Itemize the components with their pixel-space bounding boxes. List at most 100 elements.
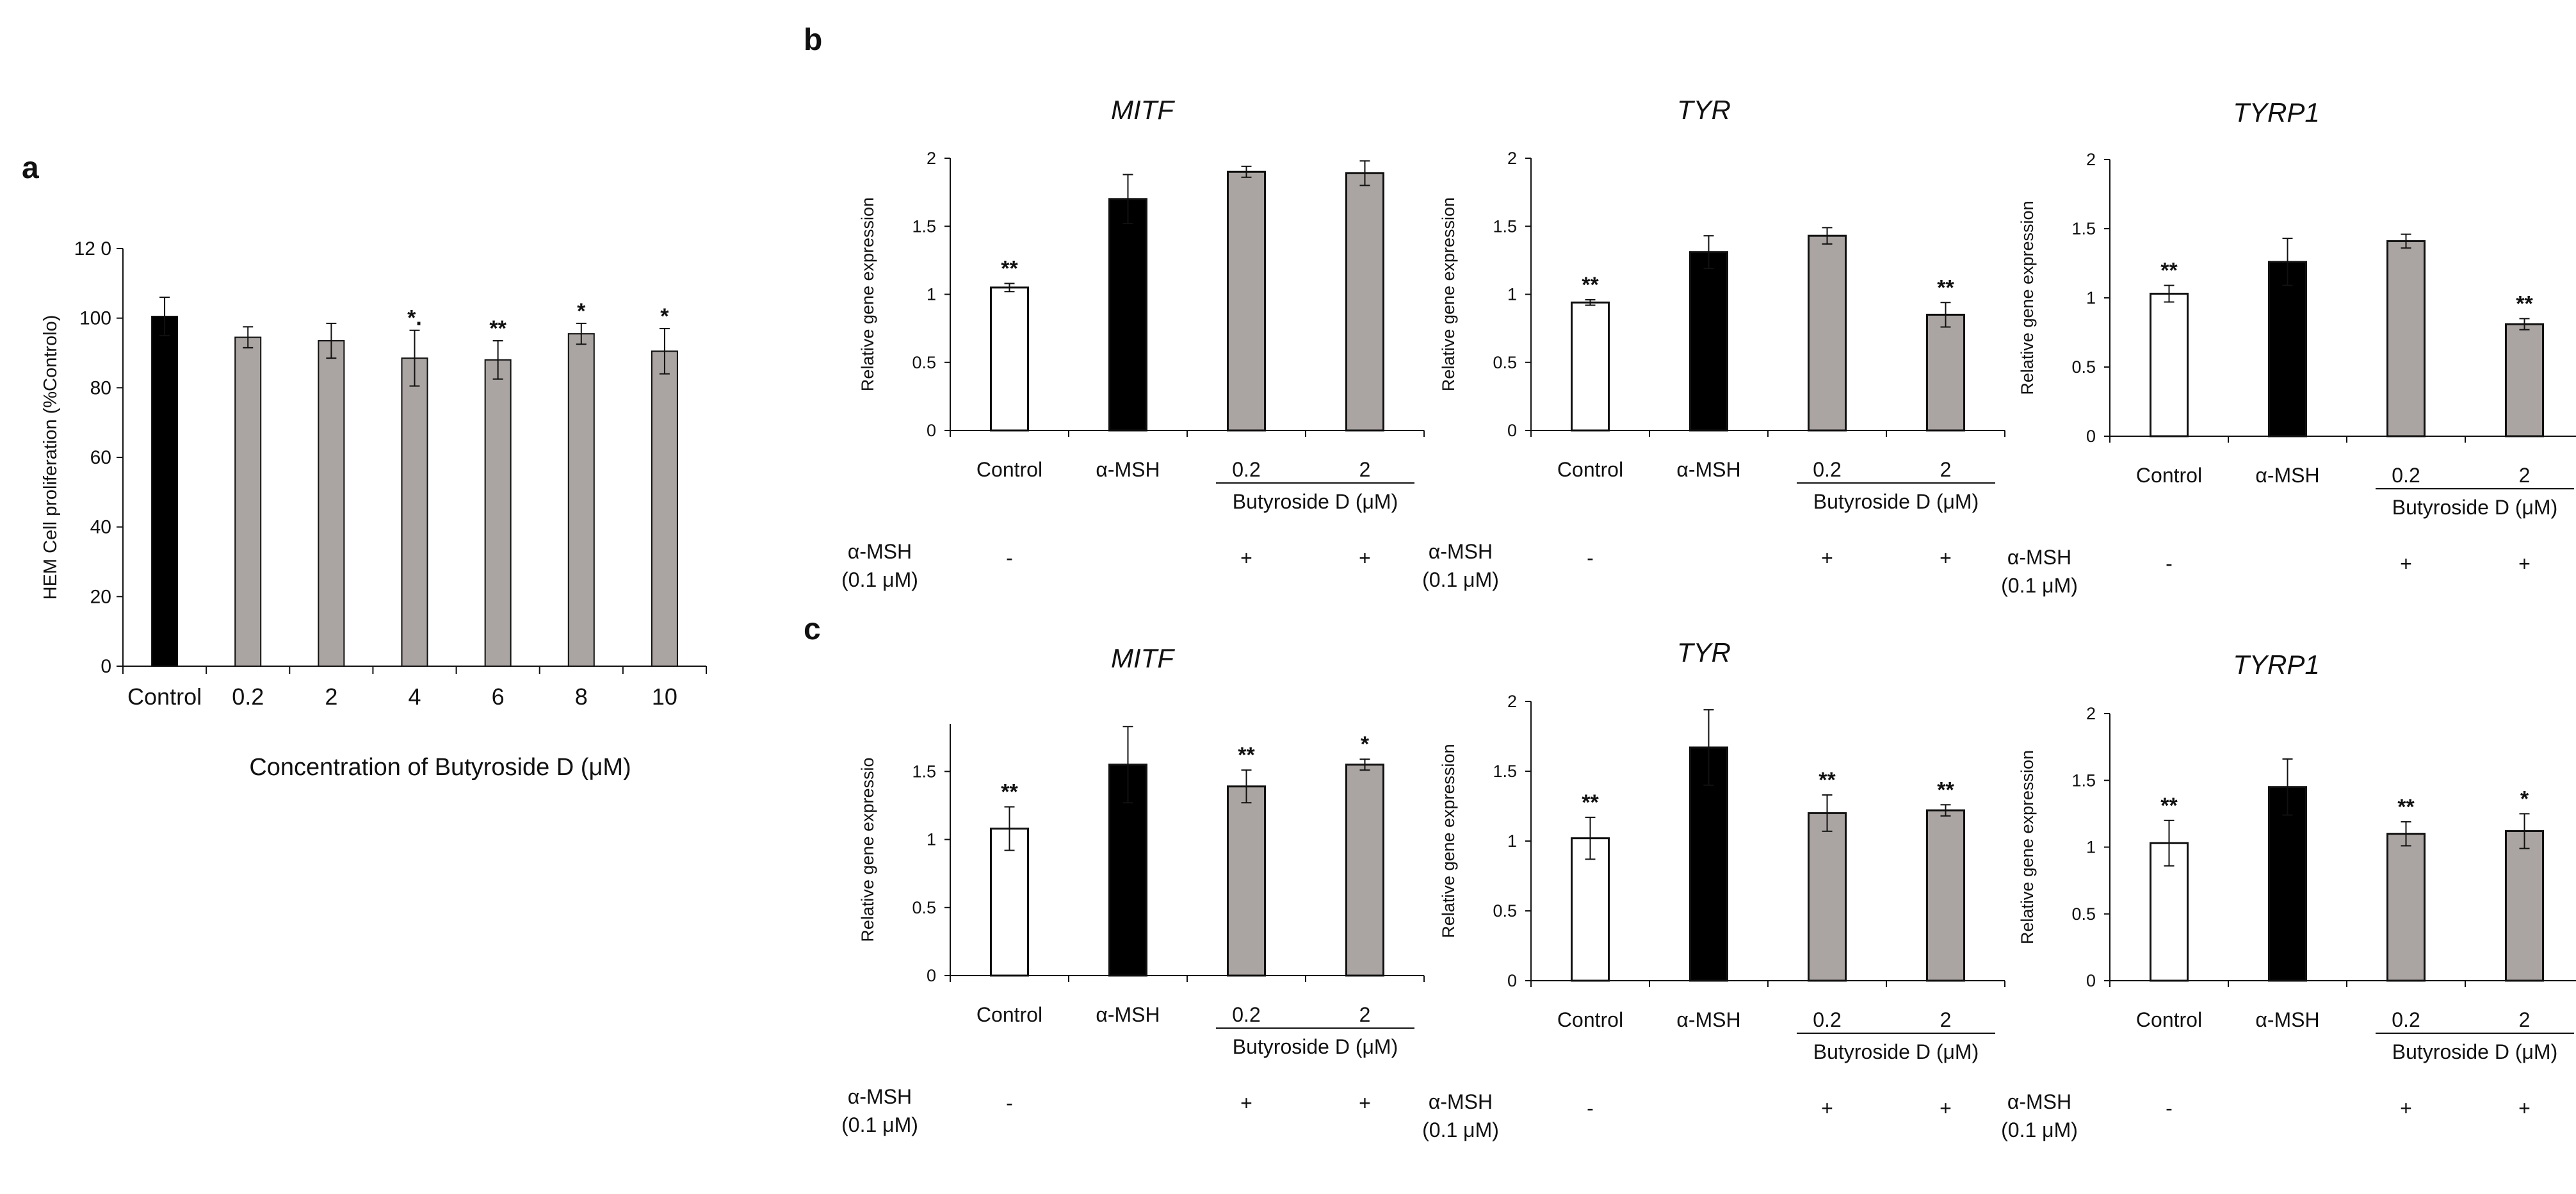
bar-2 (1345, 764, 1384, 977)
y-tick-label: 0.5 (2071, 357, 2096, 377)
bar-Control (1571, 301, 1610, 432)
category-label: 8 (575, 683, 588, 710)
y-tick-label: 20 (90, 586, 111, 607)
bar-6 (484, 359, 512, 667)
y-tick-label: 0 (1507, 421, 1517, 440)
y-tick-label: 0.5 (1493, 353, 1517, 372)
category-label: α-MSH (2255, 1008, 2319, 1031)
y-tick-label: 1.5 (2071, 219, 2096, 238)
bar-0.2 (1808, 234, 1847, 432)
category-label: 0.2 (2392, 1008, 2420, 1031)
category-label: Control (2136, 464, 2202, 487)
y-tick-label: 0 (1507, 971, 1517, 990)
chart-title: TYR (1677, 637, 1731, 667)
y-tick-label: 60 (90, 447, 111, 468)
bar-2 (1345, 172, 1384, 432)
y-tick-label: 100 (79, 308, 111, 329)
y-tick-label: 1 (927, 830, 936, 849)
y-axis-label: Relative gene expression (1439, 744, 1458, 938)
bar-Control (990, 286, 1029, 432)
significance-mark: *. (407, 306, 422, 331)
category-label: α-MSH (1096, 1003, 1160, 1026)
category-label: 6 (492, 683, 505, 710)
y-axis-label: HEM Cell proliferation (%Controlo) (40, 315, 61, 600)
significance-mark: * (660, 304, 669, 329)
y-tick-label: 1 (2086, 288, 2096, 307)
chart-b-tyr: TYR 0 0.5 1 1.5 2 ** Control - α-MSH 0.2 + ** 2 + Butyr… (1422, 95, 2005, 591)
bar-4 (401, 357, 428, 667)
significance-mark: ** (1001, 257, 1018, 281)
group-label: Butyroside D (μM) (1233, 490, 1398, 513)
y-tick-label: 0.5 (912, 353, 936, 372)
y-axis-label: Relative gene expression (2018, 750, 2037, 944)
category-label: 2 (325, 683, 337, 710)
y-axis-label: Relative gene expression (2018, 200, 2037, 395)
bar-2 (2505, 830, 2544, 982)
y-tick-label: 1 (1507, 285, 1517, 304)
treatment-mark: + (1940, 1097, 1952, 1120)
bar-0.2 (234, 336, 262, 667)
treatment-mark: + (1821, 1097, 1833, 1120)
treatment-mark: + (1821, 546, 1833, 569)
y-tick-label: 0 (927, 966, 936, 985)
significance-mark: ** (2160, 794, 2178, 818)
y-tick-label: 2 (2086, 150, 2096, 169)
treatment-mark: + (1240, 1092, 1252, 1115)
category-label: Control (976, 458, 1042, 481)
y-tick-label: 2 (1507, 692, 1517, 711)
category-label: 2 (1359, 1003, 1371, 1026)
y-tick-label: 0.5 (912, 898, 936, 917)
treatment-label: α-MSH (848, 540, 912, 563)
panel-label-b: b (804, 23, 822, 57)
category-label: Control (2136, 1008, 2202, 1031)
bar-0.2 (1227, 170, 1266, 432)
chart-title: MITF (1111, 95, 1175, 125)
bar-0.2 (2386, 240, 2426, 438)
category-label: 2 (2519, 1008, 2531, 1031)
treatment-label: (0.1 μM) (2001, 1118, 2078, 1141)
significance-mark: * (1361, 732, 1370, 756)
y-tick-label: 0 (2086, 971, 2096, 990)
bar-α-MSH (1689, 746, 1728, 982)
treatment-label: α-MSH (848, 1085, 912, 1108)
treatment-mark: + (1359, 1092, 1371, 1115)
y-tick-label: 2 (1507, 149, 1517, 168)
treatment-label: (0.1 μM) (2001, 574, 2078, 597)
y-tick-label: 1 (1507, 831, 1517, 851)
bar-α-MSH (2268, 261, 2307, 438)
category-label: α-MSH (1676, 458, 1740, 481)
treatment-label: (0.1 μM) (841, 1113, 918, 1136)
category-label: 0.2 (1232, 1003, 1260, 1026)
treatment-label: (0.1 μM) (1422, 568, 1499, 591)
treatment-mark: + (2400, 1097, 2412, 1120)
category-label: 2 (1359, 458, 1371, 481)
treatment-mark: - (2166, 1097, 2173, 1120)
y-tick-label: 0 (2086, 427, 2096, 446)
category-label: α-MSH (1676, 1008, 1740, 1031)
chart-title: TYRP1 (2233, 650, 2319, 680)
x-axis-label: Concentration of Butyroside D (μM) (249, 754, 631, 781)
bar-2 (318, 339, 345, 667)
chart-title: TYR (1677, 95, 1731, 125)
significance-mark: ** (2160, 259, 2178, 283)
y-tick-label: 0 (927, 421, 936, 440)
treatment-mark: + (2518, 552, 2531, 575)
category-label: 2 (2519, 464, 2531, 487)
bar-0.2 (1808, 812, 1847, 982)
chart-b-tyrp1: TYRP1 0 0.5 1 1.5 2 ** Control - α-MSH 0.2 + ** 2 + But… (2001, 97, 2576, 597)
treatment-mark: + (1940, 546, 1952, 569)
significance-mark: ** (489, 316, 506, 341)
y-tick-label: 1.5 (1493, 762, 1517, 781)
significance-mark: ** (2397, 795, 2415, 819)
bar-Control (151, 315, 179, 667)
y-tick-label: 0.5 (2071, 904, 2096, 924)
bar-0.2 (2386, 833, 2426, 982)
bar-Control (2150, 293, 2189, 438)
y-axis-label: Relative gene expressio (858, 757, 877, 942)
significance-mark: * (2520, 787, 2529, 811)
treatment-mark: + (1240, 546, 1252, 569)
group-label: Butyroside D (μM) (1233, 1035, 1398, 1058)
treatment-mark: + (1359, 546, 1371, 569)
treatment-label: α-MSH (2007, 1090, 2071, 1113)
category-label: 0.2 (232, 683, 264, 710)
